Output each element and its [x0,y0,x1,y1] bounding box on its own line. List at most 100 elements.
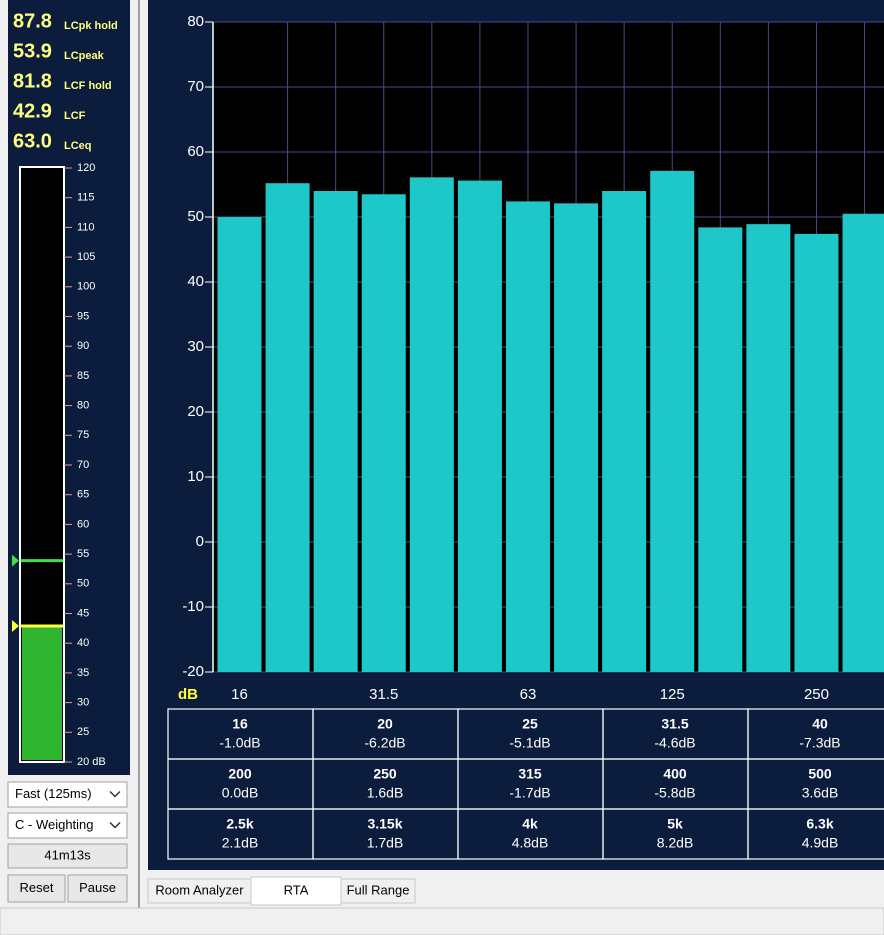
reading-value: 81.8 [13,70,52,92]
x-tick-label: 250 [804,686,829,703]
cell-frequency: 40 [812,716,828,732]
reset-button[interactable]: Reset [20,880,54,895]
x-tick-label: 125 [660,686,685,703]
cell-frequency: 6.3k [806,816,833,832]
cell-frequency: 2.5k [226,816,253,832]
cell-level: 1.6dB [367,785,404,801]
reading-label: LCpk hold [64,20,118,32]
reading-label: LCF hold [64,80,112,92]
cell-level: 1.7dB [367,835,404,851]
bar [409,177,454,672]
bar [217,217,262,672]
meter-tick-label: 40 [77,637,89,649]
tab[interactable] [250,876,342,906]
meter-tick-label: 70 [77,459,89,471]
weighting-dropdown-arrow[interactable] [109,821,121,829]
bar [361,194,406,672]
pause-button[interactable]: Pause [79,880,116,895]
meter-tick-label: 105 [77,251,95,263]
y-tick-label: 0 [196,533,204,550]
y-tick-label: 60 [187,143,204,160]
cell-frequency: 25 [522,716,538,732]
cell-frequency: 4k [522,816,538,832]
cell-level: 8.2dB [657,835,694,851]
bar [505,201,550,672]
y-tick-label: 40 [187,273,204,290]
y-tick-label: 30 [187,338,204,355]
bar [313,191,358,672]
meter-tick-label: 95 [77,310,89,322]
bar [746,224,791,672]
meter-tick-label: 75 [77,429,89,441]
meter-fill [22,625,62,760]
elapsed-time-box [7,843,128,869]
x-tick-label: 31.5 [369,686,398,703]
y-tick-label: -20 [182,663,204,680]
peak-marker [12,554,19,567]
bar [650,170,695,672]
cell-frequency: 400 [663,766,687,782]
cell-frequency: 3.15k [367,816,402,832]
reading-label: LCpeak [64,50,105,62]
bar [794,233,839,672]
meter-tick-label: 115 [77,192,95,204]
response-dropdown-arrow[interactable] [109,790,121,798]
bar [602,191,647,672]
meter-tick-label: 90 [77,340,89,352]
reading-label: LCF [64,110,86,122]
tab-label[interactable]: Full Range [347,882,410,897]
divider [138,0,140,908]
cell-level: -1.0dB [219,735,260,751]
response-dropdown[interactable]: Fast (125ms) [15,786,92,801]
reset-button-box[interactable] [7,874,66,903]
cell-frequency: 16 [232,716,248,732]
cell-level: 4.8dB [512,835,549,851]
pause-button-box[interactable] [67,874,128,903]
status-bar [0,907,884,935]
meter-tick-label: 120 [77,162,95,174]
tab-label[interactable]: RTA [284,882,309,897]
x-tick-label: 16 [231,686,248,703]
meter-tick-label: 80 [77,400,89,412]
y-tick-label: -10 [182,598,204,615]
meter-tick-label: 50 [77,578,89,590]
cell-level: -7.3dB [799,735,840,751]
tab[interactable] [340,878,416,904]
reading-value: 63.0 [13,130,52,152]
bar [265,183,310,672]
cell-frequency: 315 [518,766,542,782]
cell-frequency: 200 [228,766,252,782]
meter-tick-label: 30 [77,697,89,709]
cell-level: -6.2dB [364,735,405,751]
bar [554,203,599,672]
meter-tick-label: 60 [77,518,89,530]
cell-frequency: 500 [808,766,832,782]
cell-frequency: 250 [373,766,397,782]
reading-value: 42.9 [13,100,52,122]
cell-level: -5.8dB [654,785,695,801]
level-marker [12,619,19,632]
reading-value: 87.8 [13,10,52,32]
y-axis-label: dB [178,686,198,703]
cell-level: 4.9dB [802,835,839,851]
y-tick-label: 20 [187,403,204,420]
cell-level: -5.1dB [509,735,550,751]
bar [842,213,884,672]
table-cell [747,808,884,860]
response-dropdown-box[interactable] [7,781,128,808]
reading-value: 53.9 [13,40,52,62]
meter-tick-label: 85 [77,370,89,382]
weighting-dropdown-box[interactable] [7,812,128,839]
y-tick-label: 80 [187,13,204,30]
cell-frequency: 20 [377,716,393,732]
cell-frequency: 5k [667,816,683,832]
bar [457,180,502,672]
meter-tick-label: 35 [77,667,89,679]
x-tick-label: 63 [520,686,537,703]
tab-label[interactable]: Room Analyzer [155,882,244,897]
y-tick-label: 10 [187,468,204,485]
cell-level: 3.6dB [802,785,839,801]
reading-label: LCeq [64,140,92,152]
weighting-dropdown[interactable]: C - Weighting [15,817,94,832]
